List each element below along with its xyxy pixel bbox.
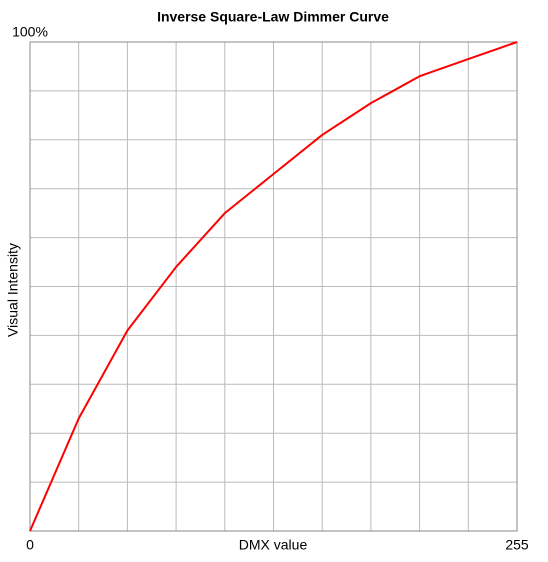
x-tick-label: 255 bbox=[505, 537, 529, 553]
y-axis-label: Visual Intensity bbox=[5, 243, 21, 337]
line bbox=[29, 41, 518, 532]
plot-frame bbox=[29, 41, 518, 532]
x-tick-label: 0 bbox=[26, 537, 34, 553]
chart-title: Inverse Square-Law Dimmer Curve bbox=[157, 9, 389, 25]
y-tick-label: 100% bbox=[12, 24, 48, 40]
x-axis-label: DMX value bbox=[239, 537, 308, 553]
